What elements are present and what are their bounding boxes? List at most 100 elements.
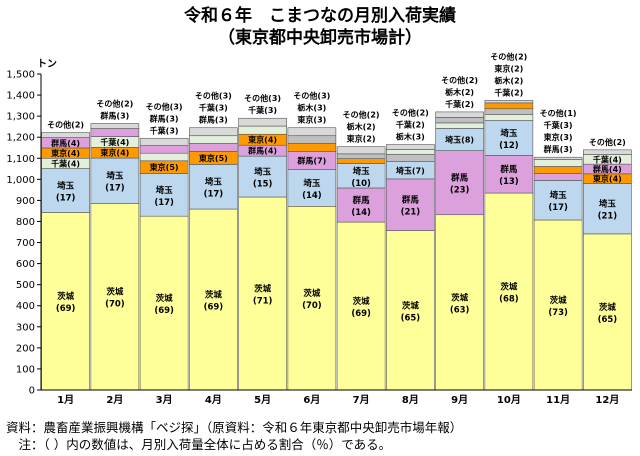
source-note: 資料：農畜産業振興機構「ベジ探」（原資料：令和６年東京都中央卸売市場年報） [6, 420, 463, 435]
bar-segment [41, 132, 90, 138]
y-tick-label: 900 [16, 196, 35, 207]
bar-segment [287, 135, 337, 144]
outside-label: 東京(3) [544, 132, 573, 142]
outside-label: 千葉(2) [494, 87, 523, 97]
segment-label: 東京(4) [100, 148, 129, 158]
outside-label: 栃木(2) [445, 87, 474, 97]
y-tick-label: 400 [16, 301, 35, 312]
y-axis-unit-label: トン [37, 58, 57, 70]
x-tick-label: 11月 [546, 394, 570, 406]
segment-pct: (17) [154, 198, 174, 208]
segment-pct: (21) [401, 208, 421, 218]
y-tick-label: 1,300 [6, 112, 35, 123]
bar-segment [533, 180, 583, 221]
bar-segment [484, 102, 534, 110]
segment-label: 群馬 [450, 173, 469, 184]
segment-label: 千葉(4) [593, 154, 622, 164]
bar-segment [583, 149, 632, 155]
segment-pct: (21) [598, 212, 618, 222]
bar-segment [435, 150, 484, 216]
segment-label: 埼玉 [106, 171, 124, 182]
bar-segment [533, 166, 583, 174]
remark-note: 注：（ ）内の数値は、月別入荷量全体に占める割合（％）である。 [6, 437, 392, 452]
outside-label: その他(1) [540, 108, 577, 118]
outside-label: 東京(2) [347, 134, 376, 144]
chart-subtitle: （東京都中央卸売市場計） [218, 28, 422, 48]
segment-pct: (12) [499, 141, 519, 151]
segment-label: 埼玉 [205, 177, 223, 188]
x-tick-label: 3月 [156, 394, 173, 406]
bar-segment [336, 146, 386, 155]
segment-label: 茨城 [303, 288, 321, 299]
segment-label: 埼玉 [303, 178, 321, 189]
segment-pct: (13) [499, 177, 519, 187]
segment-pct: (71) [253, 297, 273, 307]
segment-label: 群馬(4) [592, 164, 622, 174]
segment-pct: (17) [56, 193, 76, 203]
bar-segment [336, 153, 386, 159]
x-tick-label: 4月 [205, 394, 222, 406]
bar-segment [189, 127, 238, 137]
outside-label: その他(2) [490, 51, 527, 61]
x-tick-label: 12月 [595, 394, 619, 406]
segment-label: 埼玉 [254, 167, 272, 178]
outside-label: その他(2) [343, 110, 380, 120]
x-tick-label: 6月 [303, 394, 320, 406]
bar-segment [189, 135, 238, 144]
outside-label: 東京(3) [297, 115, 326, 125]
outside-label: 東京(2) [494, 63, 523, 73]
segment-label: 埼玉(7) [396, 165, 425, 175]
segment-label: 茨城 [106, 287, 124, 298]
bar-segment [238, 155, 287, 198]
bar-segment [533, 219, 583, 391]
outside-label: その他(3) [293, 91, 330, 101]
segment-label: 東京(4) [593, 174, 622, 184]
segment-pct: (17) [105, 184, 125, 194]
outside-label: 千葉(2) [396, 120, 425, 130]
bar-segment [583, 183, 632, 235]
segment-label: 千葉(4) [51, 158, 80, 168]
bar-segment [41, 168, 90, 213]
y-tick-label: 300 [16, 322, 35, 333]
outside-label: その他(3) [244, 93, 281, 103]
segment-label: 群馬(7) [296, 155, 326, 165]
segment-label: 群馬 [401, 195, 420, 206]
segment-pct: (69) [351, 309, 371, 319]
bar-segment [435, 117, 484, 124]
y-tick-label: 100 [16, 364, 35, 375]
x-tick-label: 2月 [106, 394, 123, 406]
outside-label: 群馬(3) [149, 113, 179, 123]
y-tick-label: 1,200 [6, 133, 35, 144]
segment-label: 埼玉(8) [445, 135, 474, 145]
y-tick-label: 500 [16, 280, 35, 291]
segment-pct: (69) [204, 303, 224, 313]
outside-label: その他(2) [392, 108, 429, 118]
bar-segment [139, 215, 189, 391]
y-tick-label: 600 [16, 259, 35, 270]
bar-segment [139, 152, 189, 162]
outside-label: 栃木(3) [396, 132, 425, 142]
bar-segment [189, 164, 238, 210]
bar-segment [90, 157, 140, 204]
bar-segment [238, 196, 287, 391]
bar-segment [386, 178, 435, 231]
bar-segment [484, 114, 534, 121]
bar-segment [336, 221, 386, 391]
segment-label: 埼玉 [599, 199, 617, 210]
bar-segment [189, 208, 238, 391]
bar-segment [336, 187, 386, 223]
bar-segment [386, 153, 435, 162]
segment-label: 東京(5) [199, 153, 228, 163]
x-tick-label: 8月 [402, 394, 419, 406]
segment-label: 千葉(4) [100, 137, 129, 147]
bar-segment [533, 159, 583, 167]
segment-pct: (70) [302, 301, 322, 311]
segment-label: 茨城 [254, 284, 272, 295]
bar-segment [287, 143, 337, 152]
y-tick-label: 1,000 [6, 175, 35, 186]
x-tick-label: 9月 [451, 394, 468, 406]
segment-label: 茨城 [156, 293, 174, 304]
segment-label: 茨城 [550, 295, 568, 306]
bar-segment [90, 123, 140, 129]
bar-segment [287, 169, 337, 207]
